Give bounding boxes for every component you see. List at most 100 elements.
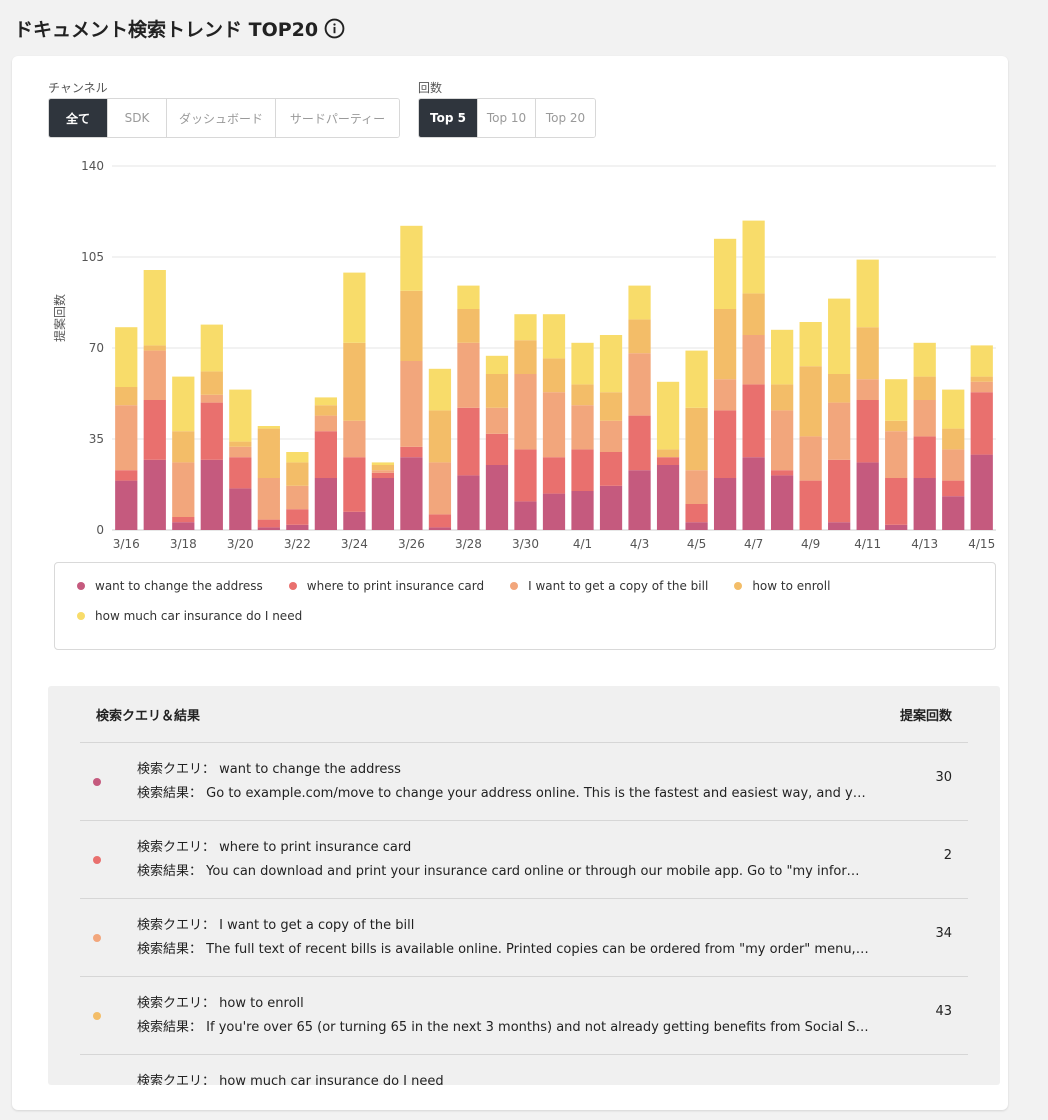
bar-segment[interactable] <box>457 309 480 343</box>
bar-segment[interactable] <box>514 314 537 341</box>
bar-segment[interactable] <box>314 397 337 406</box>
bar-segment[interactable] <box>942 480 965 497</box>
bar-segment[interactable] <box>713 309 737 380</box>
bar-segment[interactable] <box>257 428 280 478</box>
bar-segment[interactable] <box>229 441 252 447</box>
bar-segment[interactable] <box>143 345 166 351</box>
bar-segment[interactable] <box>628 470 651 530</box>
legend-item-series-5[interactable]: how much car insurance do I need <box>77 607 302 625</box>
bar-segment[interactable] <box>229 389 252 442</box>
bar-segment[interactable] <box>913 478 936 530</box>
bar-segment[interactable] <box>599 485 623 530</box>
bar-segment[interactable] <box>172 431 195 463</box>
bar-segment[interactable] <box>970 392 993 455</box>
bar-segment[interactable] <box>115 387 138 406</box>
bar-segment[interactable] <box>343 420 366 458</box>
bar-segment[interactable] <box>286 509 309 525</box>
bar-segment[interactable] <box>200 324 223 372</box>
bar-segment[interactable] <box>571 491 594 530</box>
bar-segment[interactable] <box>542 457 566 494</box>
bar-segment[interactable] <box>257 478 280 520</box>
count-option-top10[interactable]: Top 10 <box>478 99 536 137</box>
bar-segment[interactable] <box>542 314 566 359</box>
channel-option-all[interactable]: 全て <box>49 99 108 137</box>
bar-segment[interactable] <box>885 478 908 525</box>
bar-segment[interactable] <box>286 524 309 530</box>
bar-segment[interactable] <box>314 431 337 478</box>
bar-segment[interactable] <box>685 407 708 471</box>
bar-segment[interactable] <box>771 470 794 476</box>
bar-segment[interactable] <box>656 457 680 465</box>
legend-item-series-3[interactable]: I want to get a copy of the bill <box>510 577 708 595</box>
bar-segment[interactable] <box>713 410 737 478</box>
bar-segment[interactable] <box>828 374 851 403</box>
table-row[interactable]: 検索クエリ： want to change the address 検索結果： … <box>80 743 968 821</box>
bar-segment[interactable] <box>970 381 993 393</box>
bar-segment[interactable] <box>343 511 366 530</box>
bar-segment[interactable] <box>942 389 965 429</box>
count-option-top5[interactable]: Top 5 <box>419 99 478 137</box>
bar-segment[interactable] <box>115 470 138 481</box>
info-icon[interactable] <box>324 18 345 39</box>
bar-segment[interactable] <box>799 436 822 481</box>
bar-segment[interactable] <box>685 522 708 530</box>
table-row[interactable]: 検索クエリ： where to print insurance card 検索結… <box>80 821 968 899</box>
bar-segment[interactable] <box>628 353 651 416</box>
bar-segment[interactable] <box>457 285 480 309</box>
bar-segment[interactable] <box>885 379 908 421</box>
bar-segment[interactable] <box>571 384 594 406</box>
bar-segment[interactable] <box>485 433 509 465</box>
bar-segment[interactable] <box>571 449 594 491</box>
bar-segment[interactable] <box>200 371 223 395</box>
bar-segment[interactable] <box>599 452 623 486</box>
bar-segment[interactable] <box>856 462 879 530</box>
bar-segment[interactable] <box>143 459 166 530</box>
bar-segment[interactable] <box>828 402 851 460</box>
bar-segment[interactable] <box>970 454 993 530</box>
bar-segment[interactable] <box>428 514 452 528</box>
bar-segment[interactable] <box>200 394 223 403</box>
bar-segment[interactable] <box>343 342 366 421</box>
bar-segment[interactable] <box>713 379 737 411</box>
bar-segment[interactable] <box>172 522 195 530</box>
bar-segment[interactable] <box>942 496 965 530</box>
bar-segment[interactable] <box>172 462 195 517</box>
bar-segment[interactable] <box>856 259 879 328</box>
bar-segment[interactable] <box>742 293 765 335</box>
bar-segment[interactable] <box>428 368 452 411</box>
bar-segment[interactable] <box>742 220 765 294</box>
bar-segment[interactable] <box>200 459 223 530</box>
bar-segment[interactable] <box>885 420 908 432</box>
channel-option-sdk[interactable]: SDK <box>108 99 167 137</box>
bar-segment[interactable] <box>172 376 195 432</box>
bar-segment[interactable] <box>457 342 480 408</box>
bar-segment[interactable] <box>485 465 509 530</box>
bar-segment[interactable] <box>771 475 794 530</box>
bar-segment[interactable] <box>913 342 936 377</box>
bar-segment[interactable] <box>400 446 423 458</box>
bar-segment[interactable] <box>713 478 737 530</box>
bar-segment[interactable] <box>542 358 566 393</box>
bar-segment[interactable] <box>400 361 423 447</box>
bar-segment[interactable] <box>371 478 395 530</box>
bar-segment[interactable] <box>343 272 366 343</box>
bar-segment[interactable] <box>656 381 680 450</box>
bar-segment[interactable] <box>856 379 879 400</box>
bar-segment[interactable] <box>970 376 993 382</box>
bar-segment[interactable] <box>457 407 480 476</box>
bar-segment[interactable] <box>885 524 908 530</box>
bar-segment[interactable] <box>828 459 851 523</box>
bar-segment[interactable] <box>229 457 252 489</box>
bar-segment[interactable] <box>143 350 166 400</box>
bar-segment[interactable] <box>742 457 765 530</box>
bar-segment[interactable] <box>885 431 908 478</box>
bar-segment[interactable] <box>742 335 765 385</box>
bar-segment[interactable] <box>514 449 537 502</box>
bar-segment[interactable] <box>371 472 395 478</box>
bar-segment[interactable] <box>371 470 395 473</box>
bar-segment[interactable] <box>571 342 594 385</box>
bar-segment[interactable] <box>599 392 623 421</box>
bar-segment[interactable] <box>771 329 794 385</box>
bar-segment[interactable] <box>742 384 765 458</box>
bar-segment[interactable] <box>428 410 452 463</box>
